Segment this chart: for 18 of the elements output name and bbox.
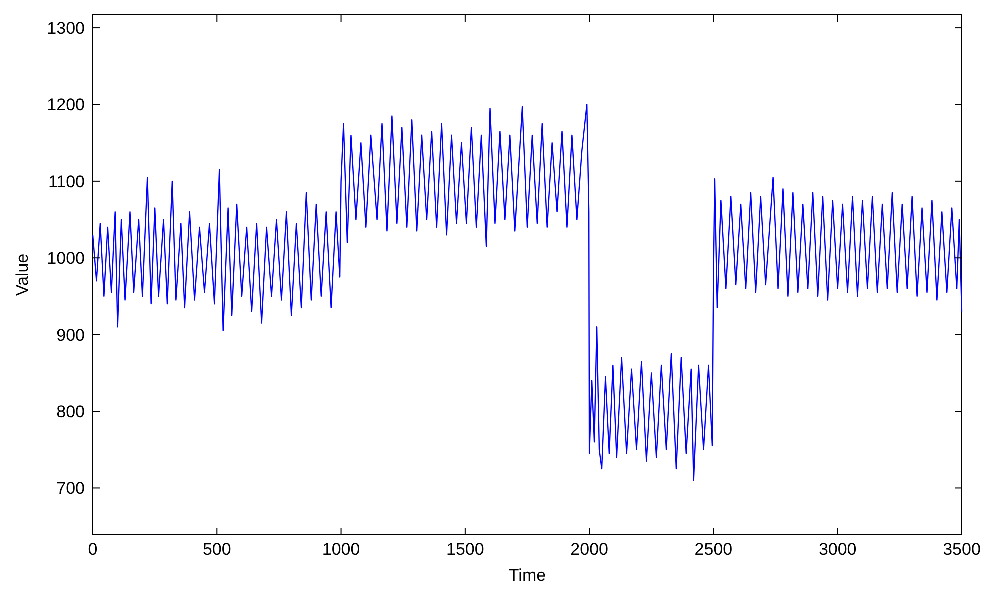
x-tick-label: 0 [88,540,98,559]
y-axis-title: Value [13,254,32,296]
y-tick-label: 1100 [48,172,85,192]
x-axis-title: Time [508,566,546,585]
x-tick-label: 2500 [694,540,733,559]
y-tick-label: 900 [56,326,85,345]
x-tick-label: 500 [202,540,232,559]
y-tick-label: 700 [56,479,85,498]
y-tick-label: 1000 [47,249,85,268]
x-tick-label: 3000 [818,540,857,559]
y-tick-label: 1200 [47,96,85,115]
x-tick-label: 1000 [322,540,360,559]
y-tick-label: 1300 [47,18,85,38]
x-tick-label: 3500 [943,540,981,559]
y-tick-label: 800 [56,402,85,422]
x-tick-label: 2000 [570,540,608,559]
line-series [92,104,963,482]
x-tick-label: 1500 [446,540,484,559]
